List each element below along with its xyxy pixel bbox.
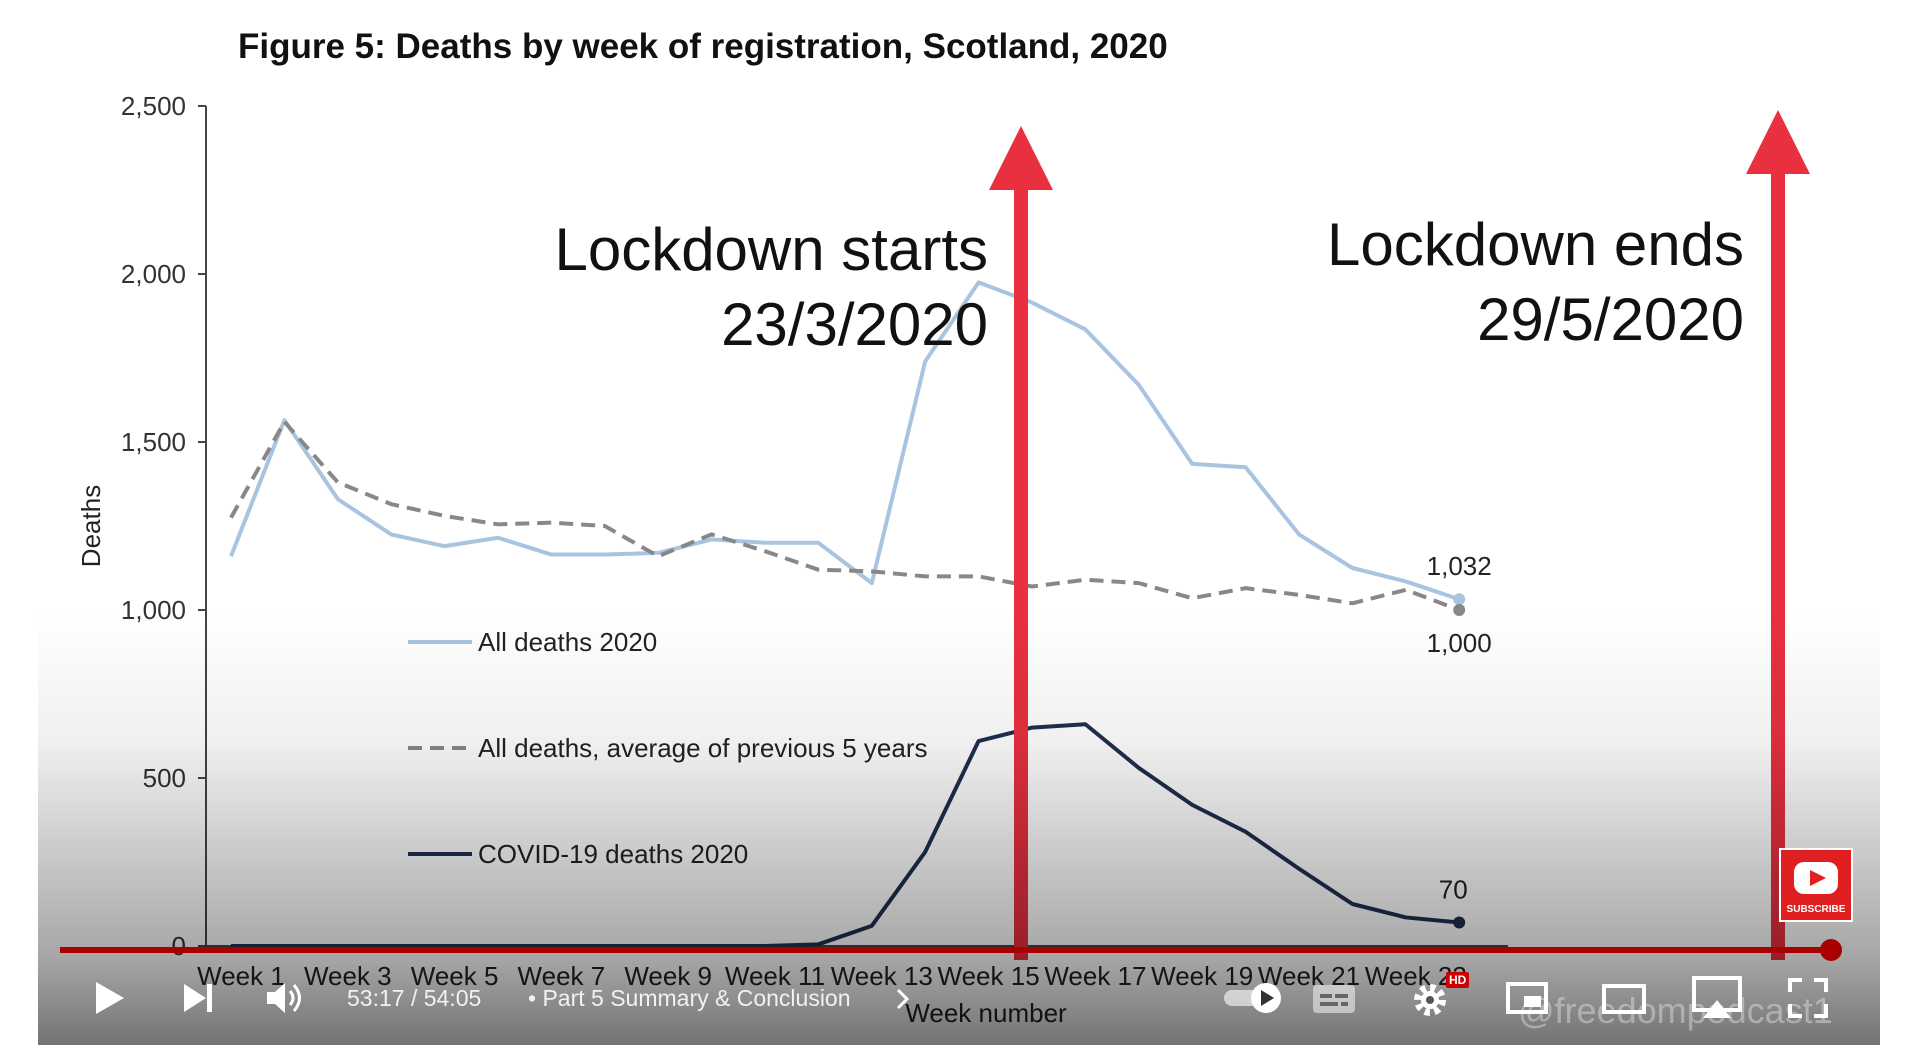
chapter-title[interactable]: • Part 5 Summary & Conclusion <box>528 985 851 1011</box>
annotation-lockdown-end-date: 29/5/2020 <box>1477 286 1744 353</box>
lockdown-start-arrow-shaft <box>1014 184 1028 960</box>
autoplay-toggle[interactable] <box>1220 978 1290 1018</box>
series-end-marker-3 <box>1453 916 1466 929</box>
y-tick-label: 500 <box>143 763 186 793</box>
end-label-covid: 70 <box>1439 874 1468 904</box>
volume-icon <box>267 983 301 1013</box>
series-end-marker-2 <box>1453 604 1466 616</box>
y-tick-label: 1,000 <box>121 595 186 625</box>
captions-icon <box>1313 985 1355 1013</box>
captions-button[interactable] <box>1310 978 1358 1018</box>
y-tick-label: 2,500 <box>121 91 186 121</box>
fullscreen-button[interactable] <box>1786 976 1830 1020</box>
series-line-1 <box>229 280 1460 602</box>
chart-title: Figure 5: Deaths by week of registration… <box>238 27 1168 66</box>
lockdown-start-arrow-head <box>989 126 1053 190</box>
series-line-2 <box>229 419 1460 612</box>
autoplay-toggle-icon <box>1224 983 1281 1013</box>
subscribe-button[interactable]: SUBSCRIBE <box>1779 848 1853 922</box>
end-label-average: 1,000 <box>1427 628 1492 658</box>
x-tick-label: Week 17 <box>1044 961 1146 991</box>
cast-button[interactable] <box>1690 974 1746 1022</box>
legend-label-3: COVID-19 deaths 2020 <box>478 839 748 869</box>
next-icon <box>184 984 212 1012</box>
play-icon <box>96 982 124 1014</box>
chapter-chevron[interactable] <box>893 986 913 1012</box>
legend-label-1: All deaths 2020 <box>478 627 657 657</box>
series-end-marker-1 <box>1453 593 1466 606</box>
y-axis-label: Deaths <box>76 485 106 567</box>
video-frame[interactable]: Figure 5: Deaths by week of registration… <box>38 0 1880 1045</box>
y-tick-label: 1,500 <box>121 427 186 457</box>
miniplayer-button[interactable] <box>1504 978 1552 1018</box>
play-button[interactable] <box>88 978 128 1018</box>
lockdown-end-arrow-head <box>1746 110 1810 174</box>
time-display: 53:17 / 54:05 <box>347 985 482 1011</box>
next-button[interactable] <box>178 978 218 1018</box>
cast-icon <box>1692 976 1742 1018</box>
miniplayer-icon <box>1506 982 1548 1014</box>
annotation-lockdown-ends: Lockdown ends <box>1327 211 1744 278</box>
progress-scrubber[interactable] <box>1820 939 1843 961</box>
channel-watermark: @freedompodcast1 <box>1518 990 1833 1031</box>
progress-fill[interactable] <box>60 947 1832 953</box>
annotation-lockdown-start-date: 23/3/2020 <box>721 291 988 358</box>
hd-badge: HD <box>1446 972 1470 988</box>
settings-button[interactable] <box>1410 978 1454 1022</box>
volume-button[interactable] <box>263 978 309 1018</box>
youtube-logo-icon <box>1794 862 1838 894</box>
x-tick-label: Week 15 <box>938 961 1040 991</box>
annotation-lockdown-starts: Lockdown starts <box>554 216 988 283</box>
chart: Figure 5: Deaths by week of registration… <box>60 27 1858 1028</box>
subscribe-label: SUBSCRIBE <box>1786 904 1846 915</box>
y-tick-label: 2,000 <box>121 259 186 289</box>
gear-icon <box>1414 984 1446 1016</box>
y-tick-label: 0 <box>172 931 186 961</box>
x-axis-label: Week number <box>905 998 1067 1028</box>
lockdown-end-arrow-shaft <box>1771 168 1785 960</box>
legend-label-2: All deaths, average of previous 5 years <box>478 733 927 763</box>
end-label-all-deaths: 1,032 <box>1427 551 1492 581</box>
chevron-right-icon <box>896 988 910 1010</box>
theater-mode-button[interactable] <box>1600 978 1648 1018</box>
theater-icon <box>1602 984 1646 1014</box>
fullscreen-icon <box>1788 978 1828 1018</box>
